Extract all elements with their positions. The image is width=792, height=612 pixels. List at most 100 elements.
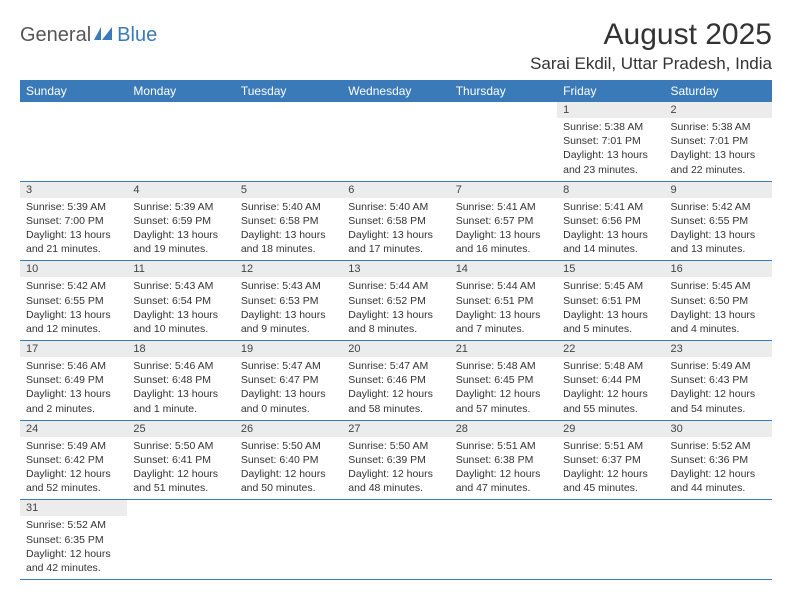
- calendar-empty: [20, 102, 127, 181]
- calendar-week: 1Sunrise: 5:38 AMSunset: 7:01 PMDaylight…: [20, 102, 772, 181]
- calendar-day: 27Sunrise: 5:50 AMSunset: 6:39 PMDayligh…: [342, 420, 449, 500]
- day-body: Sunrise: 5:50 AMSunset: 6:39 PMDaylight:…: [342, 437, 449, 500]
- calendar-day: 18Sunrise: 5:46 AMSunset: 6:48 PMDayligh…: [127, 341, 234, 421]
- calendar-day: 9Sunrise: 5:42 AMSunset: 6:55 PMDaylight…: [665, 181, 772, 261]
- calendar-day: 30Sunrise: 5:52 AMSunset: 6:36 PMDayligh…: [665, 420, 772, 500]
- day-number: 25: [127, 421, 234, 437]
- sunset-text: Sunset: 6:42 PM: [26, 453, 121, 467]
- sunset-text: Sunset: 6:37 PM: [563, 453, 658, 467]
- daylight-text: Daylight: 12 hours and 51 minutes.: [133, 467, 228, 495]
- calendar-empty: [450, 102, 557, 181]
- daylight-text: Daylight: 13 hours and 13 minutes.: [671, 228, 766, 256]
- month-title: August 2025: [530, 18, 772, 52]
- day-number: 17: [20, 341, 127, 357]
- sunrise-text: Sunrise: 5:40 AM: [241, 200, 336, 214]
- weekday-header: Wednesday: [342, 80, 449, 102]
- day-body: Sunrise: 5:52 AMSunset: 6:35 PMDaylight:…: [20, 516, 127, 579]
- logo-text-blue: Blue: [117, 24, 157, 47]
- day-body: Sunrise: 5:42 AMSunset: 6:55 PMDaylight:…: [665, 198, 772, 261]
- sunset-text: Sunset: 6:55 PM: [671, 214, 766, 228]
- day-body: Sunrise: 5:49 AMSunset: 6:42 PMDaylight:…: [20, 437, 127, 500]
- sunrise-text: Sunrise: 5:47 AM: [241, 359, 336, 373]
- sunrise-text: Sunrise: 5:52 AM: [26, 518, 121, 532]
- day-body: Sunrise: 5:52 AMSunset: 6:36 PMDaylight:…: [665, 437, 772, 500]
- sunset-text: Sunset: 6:53 PM: [241, 294, 336, 308]
- day-number: 15: [557, 261, 664, 277]
- calendar-body: 1Sunrise: 5:38 AMSunset: 7:01 PMDaylight…: [20, 102, 772, 580]
- sunrise-text: Sunrise: 5:44 AM: [348, 279, 443, 293]
- calendar-day: 12Sunrise: 5:43 AMSunset: 6:53 PMDayligh…: [235, 261, 342, 341]
- day-number: 13: [342, 261, 449, 277]
- calendar-day: 29Sunrise: 5:51 AMSunset: 6:37 PMDayligh…: [557, 420, 664, 500]
- calendar-day: 24Sunrise: 5:49 AMSunset: 6:42 PMDayligh…: [20, 420, 127, 500]
- sunrise-text: Sunrise: 5:43 AM: [133, 279, 228, 293]
- sunrise-text: Sunrise: 5:40 AM: [348, 200, 443, 214]
- calendar-week: 10Sunrise: 5:42 AMSunset: 6:55 PMDayligh…: [20, 261, 772, 341]
- daylight-text: Daylight: 13 hours and 8 minutes.: [348, 308, 443, 336]
- sunset-text: Sunset: 6:57 PM: [456, 214, 551, 228]
- daylight-text: Daylight: 12 hours and 54 minutes.: [671, 387, 766, 415]
- weekday-row: SundayMondayTuesdayWednesdayThursdayFrid…: [20, 80, 772, 102]
- day-number: 1: [557, 102, 664, 118]
- day-number: 9: [665, 182, 772, 198]
- calendar-empty: [127, 102, 234, 181]
- calendar-day: 16Sunrise: 5:45 AMSunset: 6:50 PMDayligh…: [665, 261, 772, 341]
- sunset-text: Sunset: 6:55 PM: [26, 294, 121, 308]
- flag-icon: [94, 26, 116, 45]
- daylight-text: Daylight: 12 hours and 55 minutes.: [563, 387, 658, 415]
- calendar-day: 20Sunrise: 5:47 AMSunset: 6:46 PMDayligh…: [342, 341, 449, 421]
- sunrise-text: Sunrise: 5:45 AM: [671, 279, 766, 293]
- day-body: Sunrise: 5:50 AMSunset: 6:41 PMDaylight:…: [127, 437, 234, 500]
- day-number: 10: [20, 261, 127, 277]
- daylight-text: Daylight: 13 hours and 16 minutes.: [456, 228, 551, 256]
- sunset-text: Sunset: 6:58 PM: [241, 214, 336, 228]
- day-body: Sunrise: 5:46 AMSunset: 6:48 PMDaylight:…: [127, 357, 234, 420]
- day-number: 28: [450, 421, 557, 437]
- day-body: Sunrise: 5:49 AMSunset: 6:43 PMDaylight:…: [665, 357, 772, 420]
- calendar-day: 8Sunrise: 5:41 AMSunset: 6:56 PMDaylight…: [557, 181, 664, 261]
- sunset-text: Sunset: 6:51 PM: [456, 294, 551, 308]
- calendar-week: 3Sunrise: 5:39 AMSunset: 7:00 PMDaylight…: [20, 181, 772, 261]
- day-body: Sunrise: 5:43 AMSunset: 6:53 PMDaylight:…: [235, 277, 342, 340]
- sunset-text: Sunset: 6:36 PM: [671, 453, 766, 467]
- day-body: Sunrise: 5:40 AMSunset: 6:58 PMDaylight:…: [342, 198, 449, 261]
- daylight-text: Daylight: 12 hours and 52 minutes.: [26, 467, 121, 495]
- sunrise-text: Sunrise: 5:38 AM: [671, 120, 766, 134]
- sunset-text: Sunset: 6:56 PM: [563, 214, 658, 228]
- calendar-day: 25Sunrise: 5:50 AMSunset: 6:41 PMDayligh…: [127, 420, 234, 500]
- day-number: 12: [235, 261, 342, 277]
- day-number: 11: [127, 261, 234, 277]
- sunrise-text: Sunrise: 5:50 AM: [241, 439, 336, 453]
- location: Sarai Ekdil, Uttar Pradesh, India: [530, 54, 772, 74]
- day-number: 14: [450, 261, 557, 277]
- sunset-text: Sunset: 6:40 PM: [241, 453, 336, 467]
- day-body: Sunrise: 5:47 AMSunset: 6:46 PMDaylight:…: [342, 357, 449, 420]
- day-number: 7: [450, 182, 557, 198]
- day-number: 29: [557, 421, 664, 437]
- sunrise-text: Sunrise: 5:44 AM: [456, 279, 551, 293]
- calendar-day: 14Sunrise: 5:44 AMSunset: 6:51 PMDayligh…: [450, 261, 557, 341]
- day-number: 16: [665, 261, 772, 277]
- sunrise-text: Sunrise: 5:43 AM: [241, 279, 336, 293]
- sunrise-text: Sunrise: 5:47 AM: [348, 359, 443, 373]
- day-number: 20: [342, 341, 449, 357]
- sunset-text: Sunset: 6:50 PM: [671, 294, 766, 308]
- daylight-text: Daylight: 12 hours and 58 minutes.: [348, 387, 443, 415]
- daylight-text: Daylight: 13 hours and 17 minutes.: [348, 228, 443, 256]
- title-block: August 2025 Sarai Ekdil, Uttar Pradesh, …: [530, 18, 772, 74]
- calendar-day: 22Sunrise: 5:48 AMSunset: 6:44 PMDayligh…: [557, 341, 664, 421]
- sunset-text: Sunset: 6:43 PM: [671, 373, 766, 387]
- sunrise-text: Sunrise: 5:46 AM: [133, 359, 228, 373]
- sunset-text: Sunset: 6:48 PM: [133, 373, 228, 387]
- calendar-day: 2Sunrise: 5:38 AMSunset: 7:01 PMDaylight…: [665, 102, 772, 181]
- sunrise-text: Sunrise: 5:42 AM: [671, 200, 766, 214]
- day-body: Sunrise: 5:41 AMSunset: 6:56 PMDaylight:…: [557, 198, 664, 261]
- daylight-text: Daylight: 13 hours and 22 minutes.: [671, 148, 766, 176]
- calendar-empty: [235, 500, 342, 580]
- day-body: Sunrise: 5:47 AMSunset: 6:47 PMDaylight:…: [235, 357, 342, 420]
- day-number: 26: [235, 421, 342, 437]
- sunrise-text: Sunrise: 5:45 AM: [563, 279, 658, 293]
- day-number: 31: [20, 500, 127, 516]
- daylight-text: Daylight: 13 hours and 19 minutes.: [133, 228, 228, 256]
- day-number: 23: [665, 341, 772, 357]
